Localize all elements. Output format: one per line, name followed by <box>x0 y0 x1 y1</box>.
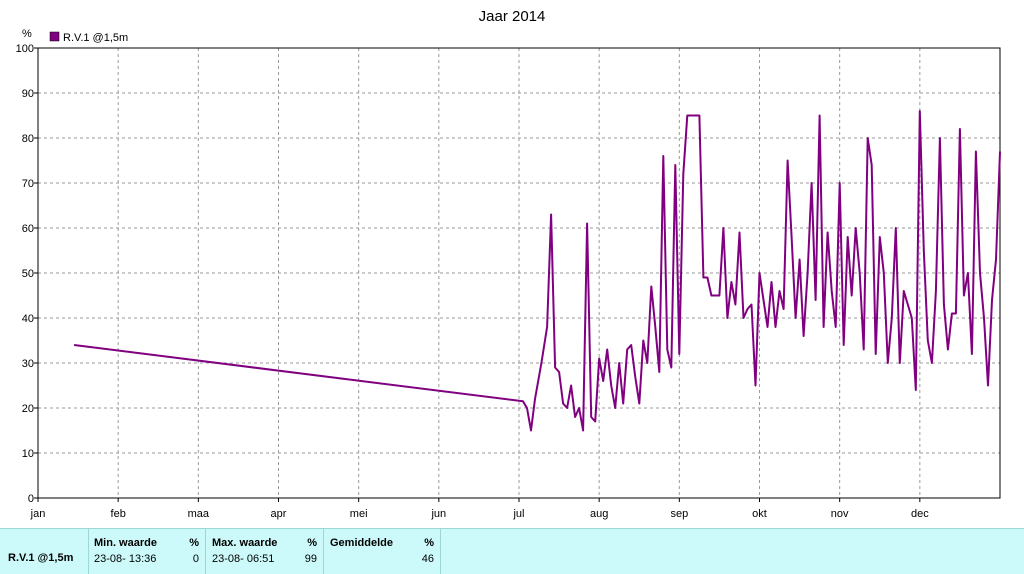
min-value: 0 <box>192 553 199 565</box>
series-lines <box>73 110 1001 432</box>
y-tick-label: 0 <box>28 493 34 505</box>
legend-label: R.V.1 @1,5m <box>63 32 128 44</box>
x-tick-label: okt <box>752 508 767 520</box>
y-tick-label: 30 <box>22 358 34 370</box>
x-tick-label: jan <box>30 508 46 520</box>
stats-max-cell: Max. waarde % 23-08- 06:51 99 <box>206 529 324 574</box>
x-tick-label: mei <box>350 508 368 520</box>
legend-swatch <box>49 31 60 42</box>
x-tick-label: jul <box>512 508 524 520</box>
chart-title: Jaar 2014 <box>479 8 546 25</box>
max-unit: % <box>307 537 317 549</box>
x-tick-label: maa <box>188 508 210 520</box>
y-tick-label: 70 <box>22 178 34 190</box>
x-tick-label: jun <box>430 508 446 520</box>
y-tick-label: 100 <box>16 43 34 55</box>
y-tick-label: 80 <box>22 133 34 145</box>
x-tick-label: sep <box>670 508 688 520</box>
y-tick-label: 40 <box>22 313 34 325</box>
max-time: 23-08- 06:51 <box>212 553 275 565</box>
avg-value: 46 <box>421 553 434 565</box>
series-line <box>73 110 1001 432</box>
y-tick-label: 60 <box>22 223 34 235</box>
max-value: 99 <box>304 553 317 565</box>
y-axis: 0 10 20 30 40 50 60 70 80 90 100 <box>16 43 38 505</box>
x-tick-label: nov <box>831 508 849 520</box>
statistics-panel: R.V.1 @1,5m Min. waarde % 23-08- 13:36 0… <box>0 528 1024 574</box>
gridlines <box>38 48 1000 498</box>
y-unit-label: % <box>22 28 32 40</box>
chart: Jaar 2014 % R.V.1 @1,5m 0 10 20 30 40 50 60 70 8… <box>16 8 1001 520</box>
stats-series-label: R.V.1 @1,5m <box>8 552 74 564</box>
x-tick-label: feb <box>111 508 126 520</box>
x-tick-label: apr <box>271 508 287 520</box>
avg-header: Gemiddelde <box>330 537 393 549</box>
x-tick-label: dec <box>911 508 929 520</box>
avg-unit: % <box>424 537 434 549</box>
y-tick-label: 10 <box>22 448 34 460</box>
x-axis: jan feb maa apr mei jun jul aug sep okt nov dec <box>30 498 929 520</box>
stats-avg-cell: Gemiddelde % 46 <box>324 529 441 574</box>
min-unit: % <box>189 537 199 549</box>
y-tick-label: 20 <box>22 403 34 415</box>
max-header: Max. waarde <box>212 537 278 549</box>
min-header: Min. waarde <box>94 537 157 549</box>
x-tick-label: aug <box>590 508 608 520</box>
min-time: 23-08- 13:36 <box>94 553 157 565</box>
stats-min-cell: Min. waarde % 23-08- 13:36 0 <box>89 529 206 574</box>
y-tick-label: 90 <box>22 88 34 100</box>
stats-series-cell: R.V.1 @1,5m <box>0 529 89 574</box>
y-tick-label: 50 <box>22 268 34 280</box>
